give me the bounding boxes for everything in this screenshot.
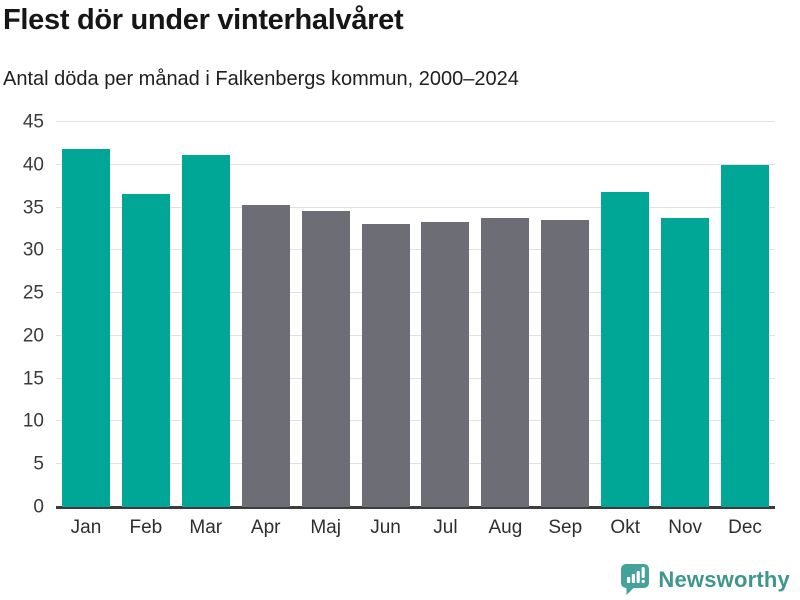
x-tick-label-apr: Apr (250, 517, 281, 538)
gridline-35 (56, 206, 775, 208)
newsworthy-logo: Newsworthy (620, 563, 790, 596)
x-axis-line (56, 506, 775, 509)
bar-okt (601, 192, 650, 507)
y-tick-label-5: 5 (33, 453, 44, 475)
x-tick-label-okt: Okt (610, 517, 640, 538)
x-tick-label-sep: Sep (548, 517, 583, 538)
bar-apr (241, 205, 290, 507)
y-axis-tick-labels: 0 5 10 15 20 25 30 35 40 45 (0, 113, 44, 517)
newsworthy-logo-icon (621, 564, 650, 595)
gridline-15 (56, 377, 775, 379)
y-tick-label-0: 0 (33, 496, 44, 518)
x-tick-label-nov: Nov (668, 517, 703, 538)
y-tick-label-15: 15 (22, 368, 44, 390)
bar-jun (361, 223, 410, 507)
x-tick-label-jan: Jan (70, 517, 102, 538)
x-tick-label-mar: Mar (189, 517, 223, 538)
y-tick-label-30: 30 (22, 239, 44, 261)
y-tick-label-25: 25 (22, 282, 44, 304)
x-tick-label-jun: Jun (370, 517, 401, 538)
bar-mar (181, 154, 230, 507)
gridline-20 (56, 334, 775, 336)
y-tick-label-20: 20 (22, 325, 44, 347)
bar-dec (721, 164, 770, 507)
x-tick-label-feb: Feb (129, 517, 163, 538)
plot-area (56, 121, 775, 509)
x-tick-label-maj: Maj (310, 517, 341, 538)
gridline-45 (56, 121, 775, 122)
y-tick-label-40: 40 (22, 154, 44, 176)
gridline-30 (56, 249, 775, 251)
bar-jul (421, 222, 470, 507)
x-tick-label-aug: Aug (488, 517, 523, 538)
x-tick-label-dec: Dec (728, 517, 762, 538)
chart-subtitle: Antal döda per månad i Falkenbergs kommu… (3, 68, 519, 90)
bar-maj (301, 210, 350, 507)
bar-nov (661, 217, 710, 507)
bar-aug (481, 217, 530, 507)
y-tick-label-35: 35 (22, 197, 44, 219)
x-tick-label-jul: Jul (433, 517, 458, 538)
newsworthy-brand-text: Newsworthy (658, 566, 790, 592)
y-tick-label-10: 10 (22, 410, 44, 432)
gridline-40 (56, 163, 775, 165)
bar-sep (541, 220, 590, 507)
chart-title: Flest dör under vinterhalvåret (3, 4, 404, 36)
bar-jan (61, 149, 110, 507)
x-axis-tick-labels: Jan Feb Mar Apr Maj Jun Jul Aug Sep Okt Nov Dec (56, 517, 775, 545)
gridline-10 (56, 420, 775, 422)
y-tick-label-45: 45 (22, 111, 44, 133)
gridline-5 (56, 463, 775, 465)
gridline-25 (56, 292, 775, 294)
bar-feb (121, 193, 170, 507)
